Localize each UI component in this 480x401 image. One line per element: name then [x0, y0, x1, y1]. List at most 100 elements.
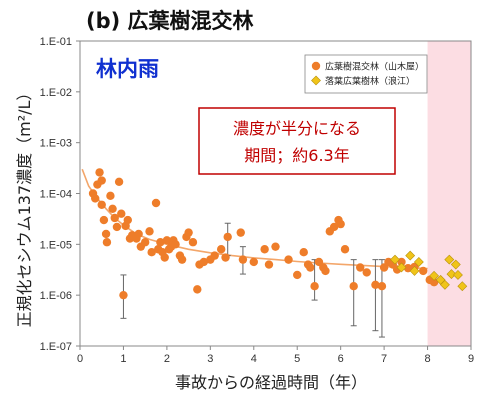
data-point-series-1	[238, 255, 248, 264]
error-bar	[350, 259, 357, 327]
y-tick-label: 1.E-02	[40, 87, 72, 99]
data-point-series-2	[446, 269, 457, 279]
data-point-series-1	[97, 200, 106, 209]
legend-entry-1: 広葉樹混交林（山木屋）	[325, 61, 424, 73]
data-point-series-1	[260, 245, 269, 254]
x-axis-ticks: 0 1 2 3 4 5 6 7 8 9	[77, 346, 474, 365]
legend-marker-circle	[311, 61, 321, 71]
legend-marker-diamond	[311, 75, 321, 86]
data-point-series-1	[123, 215, 132, 225]
data-point-series-1	[151, 198, 161, 208]
data-point-series-1	[349, 282, 358, 291]
data-point-series-1	[177, 255, 187, 264]
data-point-series-1	[119, 290, 128, 300]
data-point-series-1	[249, 257, 258, 267]
data-point-series-1	[356, 263, 365, 272]
data-point-series-2	[405, 250, 416, 261]
data-point-series-1	[264, 260, 274, 269]
data-point-series-1	[102, 238, 112, 247]
annotation-line-1: 濃度が半分になる	[233, 119, 361, 138]
data-point-series-1	[112, 222, 122, 232]
data-point-series-2	[429, 270, 439, 281]
data-point-series-1	[184, 228, 193, 237]
data-point-series-1	[101, 229, 111, 239]
x-tick-label: 4	[251, 353, 257, 365]
data-point-series-2	[409, 265, 420, 276]
data-markers	[88, 168, 468, 300]
recent-period-shading	[427, 41, 471, 346]
data-point-series-1	[306, 263, 315, 272]
data-point-series-1	[419, 266, 428, 276]
data-point-series-1	[188, 238, 198, 247]
data-point-series-1	[371, 280, 380, 289]
error-bar	[378, 259, 385, 338]
data-point-series-1	[97, 176, 106, 185]
data-point-series-1	[223, 232, 232, 242]
error-bar	[372, 259, 379, 332]
legend: 広葉樹混交林（山木屋） 落葉広葉樹林（浪江）	[304, 54, 428, 94]
x-tick-label: 9	[468, 353, 474, 365]
data-point-series-1	[321, 266, 330, 276]
x-axis-label: 事故からの経過時間（年）	[175, 373, 367, 392]
y-axis-label: 正規化セシウム137濃度（m²/L）	[15, 85, 34, 328]
data-point-series-1	[110, 213, 119, 223]
data-point-series-1	[329, 222, 339, 232]
data-point-series-2	[457, 281, 468, 292]
data-point-series-1	[106, 191, 115, 201]
data-point-series-1	[95, 168, 104, 177]
data-point-series-2	[444, 254, 455, 265]
data-point-series-1	[336, 219, 345, 229]
data-point-series-2	[440, 279, 450, 290]
data-point-series-1	[134, 229, 143, 239]
data-point-series-1	[403, 263, 413, 273]
data-point-series-1	[362, 268, 371, 277]
data-point-series-1	[147, 248, 156, 257]
data-point-series-1	[99, 215, 109, 225]
data-point-series-1	[193, 285, 202, 294]
data-point-series-2	[453, 270, 463, 280]
y-tick-label: 1.E-05	[40, 239, 72, 251]
x-tick-label: 7	[381, 353, 387, 365]
data-point-series-1	[199, 257, 209, 267]
x-tick-label: 8	[424, 353, 430, 365]
data-point-series-1	[91, 194, 100, 203]
data-point-series-1	[284, 255, 293, 264]
data-point-series-1	[216, 245, 226, 254]
data-point-series-1	[271, 242, 280, 251]
data-point-series-1	[171, 240, 180, 249]
fit-curve	[81, 168, 428, 270]
data-point-series-1	[310, 282, 319, 291]
half-period-annotation: 濃度が半分になる 期間；約6.3年	[198, 107, 396, 175]
x-tick-label: 0	[77, 353, 83, 365]
x-tick-label: 2	[164, 353, 170, 365]
annotation-line-2: 期間；約6.3年	[244, 146, 349, 165]
y-tick-label: 1.E-01	[40, 36, 72, 48]
data-point-series-1	[236, 228, 245, 237]
chart-title: (b) 広葉樹混交林	[86, 9, 254, 33]
data-point-series-1	[145, 227, 154, 236]
y-tick-label: 1.E-03	[40, 138, 72, 150]
y-tick-label: 1.E-06	[40, 290, 72, 302]
x-tick-label: 6	[338, 353, 344, 365]
y-tick-label: 1.E-04	[40, 189, 72, 201]
data-point-series-1	[140, 238, 150, 247]
legend-entry-2: 落葉広葉樹林（浪江）	[325, 75, 415, 87]
data-point-series-1	[117, 209, 126, 218]
x-tick-label: 5	[294, 353, 300, 365]
data-point-series-1	[299, 248, 308, 257]
data-point-series-1	[156, 238, 165, 247]
data-point-series-1	[108, 204, 117, 214]
data-point-series-1	[160, 253, 169, 262]
x-tick-label: 3	[207, 353, 213, 365]
data-point-series-1	[162, 236, 172, 245]
data-point-series-1	[221, 253, 230, 262]
data-point-series-1	[210, 251, 219, 260]
data-point-series-2	[396, 262, 407, 273]
y-tick-label: 1.E-07	[40, 341, 72, 353]
y-axis-ticks: 1.E-07 1.E-06 1.E-05 1.E-04 1.E-03 1.E-02 1.E-…	[40, 36, 80, 353]
data-point-series-2	[390, 254, 400, 265]
data-point-series-1	[340, 245, 350, 254]
data-point-series-1	[377, 282, 387, 291]
data-point-series-1	[293, 270, 302, 280]
